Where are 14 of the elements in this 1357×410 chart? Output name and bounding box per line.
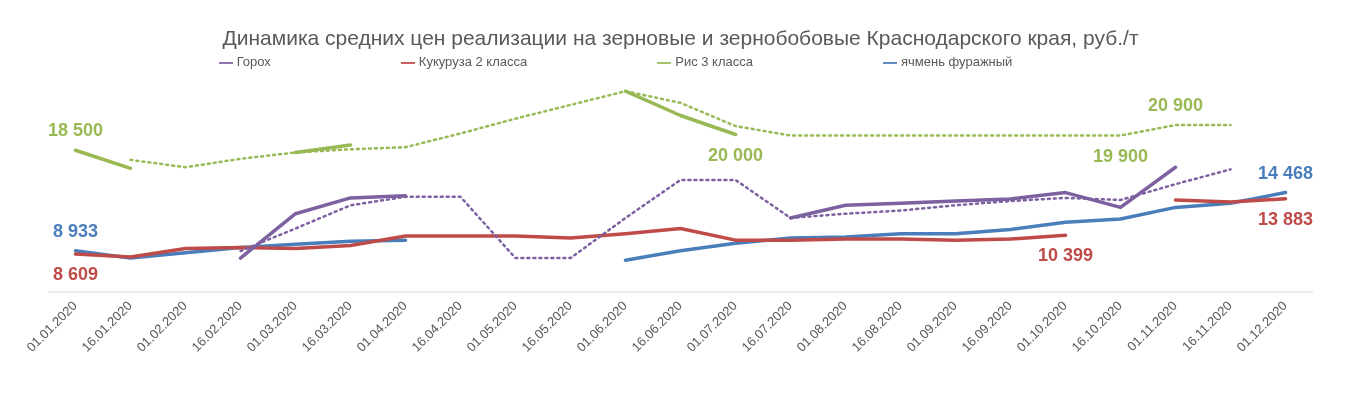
data-label: 10 399: [1037, 245, 1094, 266]
data-label: 19 900: [1092, 145, 1149, 166]
data-label: 8 933: [52, 220, 99, 241]
data-label: 13 883: [1257, 208, 1314, 229]
legend-label: Кукуруза 2 класса: [418, 54, 528, 69]
legend-label: Горох: [236, 54, 271, 69]
data-label: 20 900: [1147, 95, 1204, 116]
data-label: 14 468: [1257, 162, 1314, 183]
legend-label: Рис 3 класса: [675, 54, 753, 69]
chart-title: Динамика средних цен реализации на зерновые и зернобобовые Краснодарского края, руб./т: [221, 25, 1140, 51]
data-label: 20 000: [707, 144, 764, 165]
legend-label: ячмень фуражный: [900, 54, 1013, 69]
data-label: 18 500: [47, 120, 104, 141]
data-label: 8 609: [52, 264, 99, 285]
